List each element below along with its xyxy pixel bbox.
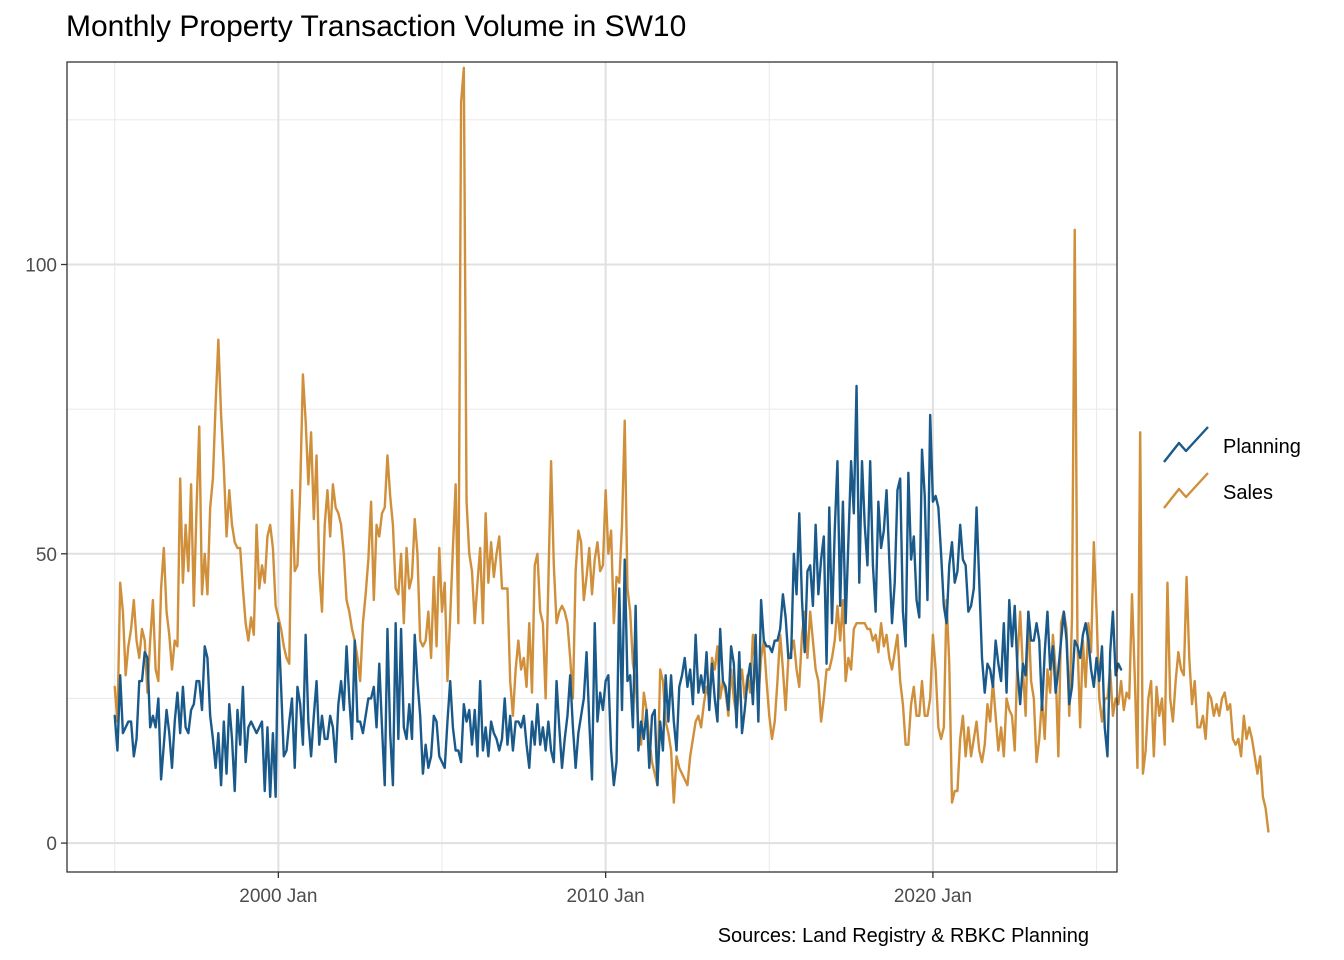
x-tick-label: 2000 Jan (239, 886, 317, 907)
y-tick-label: 0 (46, 834, 57, 855)
x-tick-label: 2010 Jan (567, 886, 645, 907)
legend-label-planning: Planning (1223, 436, 1301, 458)
legend-key-sales (1163, 472, 1209, 509)
y-axis: 0 50 100 (25, 256, 67, 855)
x-axis: 2000 Jan 2010 Jan 2020 Jan (239, 872, 972, 907)
chart-title: Monthly Property Transaction Volume in S… (66, 10, 687, 43)
series-line-sales (113, 66, 1270, 833)
x-tick-label: 2020 Jan (894, 886, 972, 907)
series-line-planning (113, 384, 1123, 798)
y-tick-label: 100 (25, 256, 57, 277)
plot-panel-border (66, 61, 1118, 873)
legend-key-planning (1163, 426, 1209, 463)
chart-caption: Sources: Land Registry & RBKC Planning (718, 925, 1089, 947)
legend-label-sales: Sales (1223, 482, 1273, 504)
series-layer (113, 66, 1270, 833)
y-tick-label: 50 (36, 545, 57, 566)
legend: Planning Sales (1163, 426, 1301, 509)
